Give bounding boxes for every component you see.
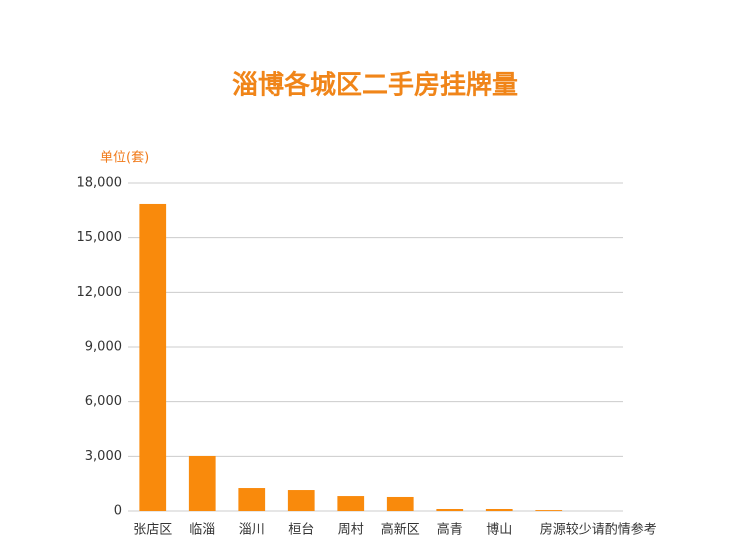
y-tick-label: 6,000 [85,394,122,409]
bar [535,510,563,511]
bar [287,490,315,511]
x-tick-label: 博山 [486,523,512,538]
x-tick-label: 临淄 [189,523,215,538]
y-tick-label: 3,000 [85,449,122,464]
x-tick-label: 房源较少请酌情参考 [540,522,657,538]
y-tick-label: 0 [114,504,122,519]
bar [485,508,513,511]
x-tick-label: 桓台 [288,523,314,538]
bar [337,496,365,511]
x-tick-label: 淄川 [239,523,265,538]
x-tick-label: 高新区 [381,522,420,538]
y-tick-label: 15,000 [77,230,123,245]
chart-title: 淄博各城区二手房挂牌量 [232,70,518,101]
x-tick-label: 张店区 [133,523,172,538]
x-tick-label: 高青 [437,522,463,538]
bar [386,496,414,511]
y-axis-label: 单位(套) [100,150,149,166]
bar [139,203,167,511]
y-tick-label: 18,000 [77,176,123,191]
bar [188,455,216,511]
y-tick-label: 9,000 [85,340,122,355]
bar [238,488,266,511]
x-tick-label: 周村 [338,523,364,538]
y-tick-label: 12,000 [77,285,123,300]
bar [436,508,464,511]
